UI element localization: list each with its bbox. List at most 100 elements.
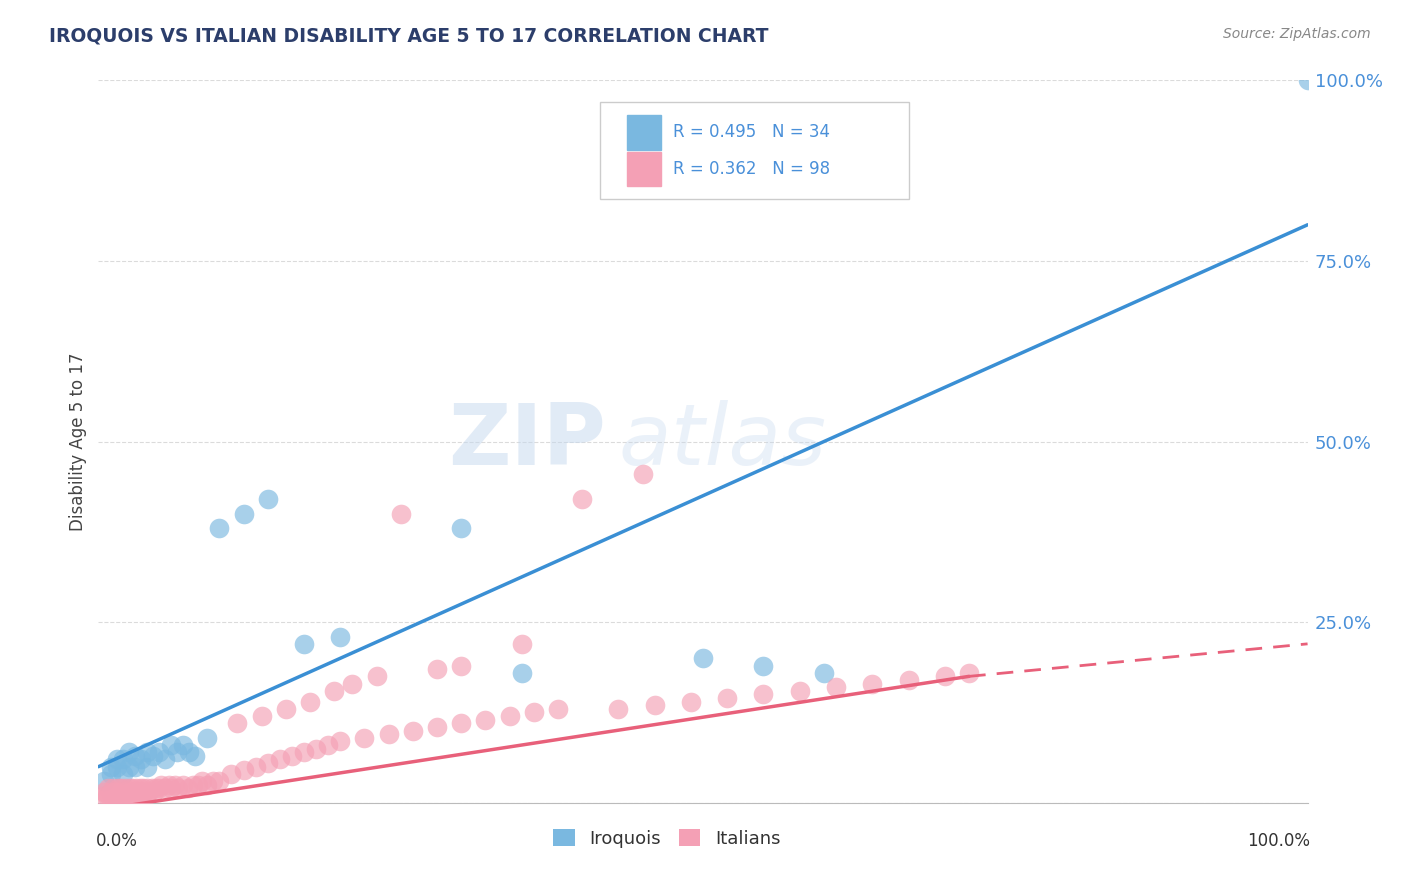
Point: [135, 781, 157, 796]
Text: atlas: atlas: [619, 400, 827, 483]
Point: [329, 630, 352, 644]
Point: [208, 774, 231, 789]
FancyBboxPatch shape: [600, 102, 908, 200]
Point: [813, 665, 835, 680]
Point: [114, 781, 136, 796]
Point: [108, 789, 131, 803]
Point: [107, 781, 129, 796]
Point: [195, 731, 218, 745]
Point: [110, 781, 132, 796]
Point: [124, 748, 146, 763]
Point: [498, 709, 520, 723]
Point: [195, 778, 218, 792]
Point: [150, 778, 173, 792]
Point: [129, 752, 152, 766]
Point: [232, 507, 254, 521]
Point: [131, 789, 153, 803]
Point: [148, 781, 170, 796]
Point: [957, 665, 980, 680]
Point: [93, 774, 115, 789]
Point: [860, 676, 883, 690]
Point: [120, 785, 142, 799]
Point: [202, 774, 225, 789]
Point: [825, 680, 848, 694]
Point: [450, 521, 472, 535]
Point: [631, 467, 654, 481]
Point: [510, 665, 533, 680]
Point: [166, 745, 188, 759]
Point: [141, 781, 163, 796]
Point: [226, 716, 249, 731]
Point: [135, 760, 157, 774]
Point: [98, 789, 121, 803]
Point: [100, 789, 122, 803]
Point: [143, 785, 166, 799]
Point: [129, 785, 152, 799]
Point: [115, 789, 138, 803]
Point: [135, 745, 157, 759]
Point: [607, 702, 630, 716]
Point: [108, 785, 131, 799]
Point: [474, 713, 496, 727]
Point: [299, 695, 322, 709]
Point: [232, 764, 254, 778]
Point: [389, 507, 412, 521]
Point: [124, 760, 146, 774]
Point: [127, 785, 149, 799]
Point: [167, 781, 190, 796]
Point: [187, 778, 209, 792]
Point: [329, 734, 352, 748]
Point: [450, 658, 472, 673]
Point: [250, 709, 273, 723]
Point: [752, 687, 775, 701]
Point: [160, 738, 183, 752]
Point: [897, 673, 920, 687]
Text: 100.0%: 100.0%: [1247, 831, 1310, 850]
Point: [91, 789, 114, 803]
Bar: [627, 115, 661, 150]
Point: [179, 745, 201, 759]
Point: [353, 731, 375, 745]
Point: [111, 785, 134, 799]
Point: [122, 789, 145, 803]
Point: [103, 785, 125, 799]
Legend: Iroquois, Italians: Iroquois, Italians: [546, 822, 787, 855]
Point: [172, 778, 194, 792]
Point: [426, 720, 449, 734]
Point: [256, 492, 278, 507]
Point: [316, 738, 339, 752]
Point: [644, 698, 666, 713]
Point: [181, 778, 204, 792]
Point: [789, 683, 811, 698]
Point: [134, 785, 156, 799]
Point: [96, 789, 118, 803]
Point: [138, 785, 160, 799]
Point: [105, 752, 128, 766]
Point: [510, 637, 533, 651]
Point: [160, 781, 183, 796]
Point: [163, 778, 186, 792]
Text: IROQUOIS VS ITALIAN DISABILITY AGE 5 TO 17 CORRELATION CHART: IROQUOIS VS ITALIAN DISABILITY AGE 5 TO …: [49, 27, 769, 45]
Point: [402, 723, 425, 738]
Point: [342, 676, 364, 690]
Point: [118, 760, 141, 774]
Point: [221, 767, 243, 781]
Point: [305, 741, 328, 756]
Point: [105, 760, 128, 774]
Point: [292, 637, 315, 651]
Point: [934, 669, 956, 683]
Point: [269, 752, 291, 766]
Point: [121, 781, 143, 796]
Point: [118, 745, 141, 759]
Point: [547, 702, 569, 716]
Point: [128, 781, 150, 796]
Point: [679, 695, 702, 709]
Point: [523, 706, 546, 720]
Point: [118, 781, 141, 796]
Point: [124, 785, 146, 799]
Point: [153, 781, 176, 796]
Point: [153, 752, 176, 766]
Text: R = 0.495   N = 34: R = 0.495 N = 34: [672, 123, 830, 142]
Point: [450, 716, 472, 731]
Point: [716, 691, 738, 706]
